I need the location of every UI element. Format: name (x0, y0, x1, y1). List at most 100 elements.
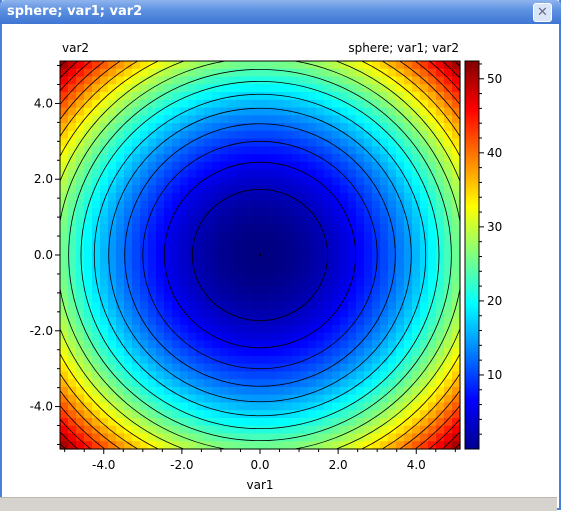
heatmap-cell (300, 293, 309, 303)
heatmap-cell (428, 239, 437, 248)
heatmap-cell (204, 293, 213, 303)
heatmap-cell (428, 223, 437, 233)
heatmap-cell (196, 231, 205, 241)
heatmap-cell (452, 223, 461, 233)
heatmap-cell (92, 61, 101, 70)
heatmap-cell (340, 355, 349, 365)
heatmap-cell (148, 68, 157, 78)
heatmap-cell (252, 239, 261, 248)
heatmap-cell (300, 363, 309, 372)
heatmap-cell (356, 76, 365, 85)
heatmap-cell (220, 394, 229, 404)
heatmap-cell (60, 154, 69, 163)
heatmap-cell (268, 278, 277, 287)
heatmap-cell (244, 115, 253, 124)
heatmap-cell (180, 386, 189, 396)
heatmap-cell (356, 223, 365, 233)
heatmap-cell (236, 441, 245, 450)
heatmap-cell (100, 115, 109, 124)
heatmap-cell (68, 231, 77, 241)
heatmap-cell (308, 363, 317, 372)
heatmap-cell (116, 68, 125, 78)
heatmap-cell (220, 185, 229, 194)
heatmap-cell (420, 417, 429, 427)
heatmap-cell (420, 123, 429, 132)
heatmap-cell (348, 441, 357, 450)
heatmap-cell (380, 115, 389, 124)
heatmap-cell (364, 324, 373, 334)
heatmap-cell (292, 363, 301, 372)
heatmap-cell (244, 278, 253, 287)
heatmap-cell (444, 255, 453, 264)
heatmap-cell (396, 293, 405, 303)
heatmap-cell (204, 340, 213, 349)
heatmap-cell (60, 61, 69, 70)
heatmap-cell (212, 371, 221, 380)
heatmap-cell (124, 99, 133, 109)
heatmap-cell (396, 301, 405, 310)
heatmap-cell (124, 255, 133, 264)
heatmap-cell (380, 270, 389, 279)
heatmap-cell (236, 348, 245, 357)
heatmap-cell (68, 123, 77, 132)
heatmap-cell (276, 84, 285, 93)
heatmap-cell (252, 402, 261, 411)
heatmap-cell (196, 123, 205, 132)
heatmap-cell (68, 278, 77, 287)
heatmap-cell (188, 161, 197, 171)
heatmap-cell (276, 317, 285, 326)
heatmap-cell (156, 371, 165, 380)
heatmap-cell (452, 130, 461, 140)
heatmap-cell (220, 309, 229, 318)
heatmap-cell (292, 317, 301, 326)
heatmap-cell (348, 177, 357, 186)
heatmap-cell (300, 138, 309, 147)
heatmap-cell (228, 130, 237, 140)
heatmap-cell (308, 61, 317, 70)
heatmap-cell (364, 107, 373, 116)
heatmap-cell (444, 169, 453, 178)
heatmap-cell (428, 61, 437, 70)
heatmap-cell (452, 185, 461, 194)
heatmap-cell (220, 84, 229, 93)
heatmap-cell (108, 130, 117, 140)
heatmap-cell (140, 301, 149, 310)
heatmap-cell (372, 154, 381, 163)
close-button[interactable]: ✕ (533, 3, 552, 22)
heatmap-cell (124, 386, 133, 396)
heatmap-cell (60, 309, 69, 318)
heatmap-cell (244, 332, 253, 341)
heatmap-cell (164, 270, 173, 279)
heatmap-cell (60, 355, 69, 365)
heatmap-cell (180, 363, 189, 372)
heatmap-cell (380, 208, 389, 217)
heatmap-cell (180, 185, 189, 194)
heatmap-cell (124, 208, 133, 217)
window-title: sphere; var1; var2 (7, 4, 143, 19)
contour-line (68, 68, 452, 442)
heatmap-cell (452, 208, 461, 217)
heatmap-cell (244, 433, 253, 442)
heatmap-cell (236, 340, 245, 349)
heatmap-cell (444, 130, 453, 140)
heatmap-cell (364, 61, 373, 70)
heatmap-cell (436, 107, 445, 116)
heatmap-cell (268, 286, 277, 295)
contour-lines (60, 61, 460, 449)
heatmap-cell (172, 76, 181, 85)
heatmap-cell (292, 231, 301, 241)
heatmap-cell (172, 239, 181, 248)
heatmap-cell (348, 309, 357, 318)
heatmap-cell (356, 433, 365, 442)
heatmap-cell (372, 68, 381, 78)
heatmap-cell (196, 394, 205, 404)
title-bar[interactable]: sphere; var1; var2 ✕ (0, 0, 561, 24)
heatmap-cell (260, 309, 269, 318)
heatmap-cell (388, 332, 397, 341)
heatmap-cell (76, 394, 85, 404)
heatmap-cell (372, 146, 381, 155)
heatmap-cell (316, 200, 325, 210)
heatmap-cell (316, 185, 325, 194)
heatmap-cell (212, 394, 221, 404)
heatmap-cell (308, 223, 317, 233)
